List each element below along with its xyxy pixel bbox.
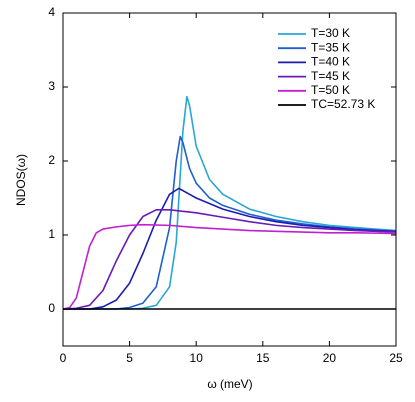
y-tick-label: 3: [48, 79, 55, 93]
series-line: [63, 187, 397, 310]
legend-label: T=40 K: [311, 55, 350, 69]
y-tick-label: 0: [48, 301, 55, 315]
series-line: [63, 135, 397, 310]
legend-label: TC=52.73 K: [311, 97, 375, 111]
x-tick-label: 20: [323, 351, 337, 365]
x-tick-label: 5: [126, 351, 133, 365]
legend-label: T=45 K: [311, 69, 350, 83]
series-line: [62, 223, 397, 310]
y-tick-label: 1: [48, 227, 55, 241]
legend-label: T=30 K: [311, 26, 350, 40]
legend-label: T=50 K: [311, 83, 350, 97]
plot-frame: [62, 12, 397, 347]
y-axis-label: NDOS(ω): [14, 154, 28, 206]
legend-label: T=35 K: [311, 40, 350, 54]
x-tick-label: 0: [60, 351, 67, 365]
series-line: [62, 209, 397, 310]
x-tick-label: 15: [256, 351, 270, 365]
series-line: [63, 95, 397, 310]
x-axis-label: ω (meV): [207, 377, 252, 391]
x-tick-label: 10: [190, 351, 204, 365]
y-tick-label: 2: [48, 153, 55, 167]
y-tick-label: 4: [48, 5, 55, 19]
x-tick-label: 25: [389, 351, 403, 365]
